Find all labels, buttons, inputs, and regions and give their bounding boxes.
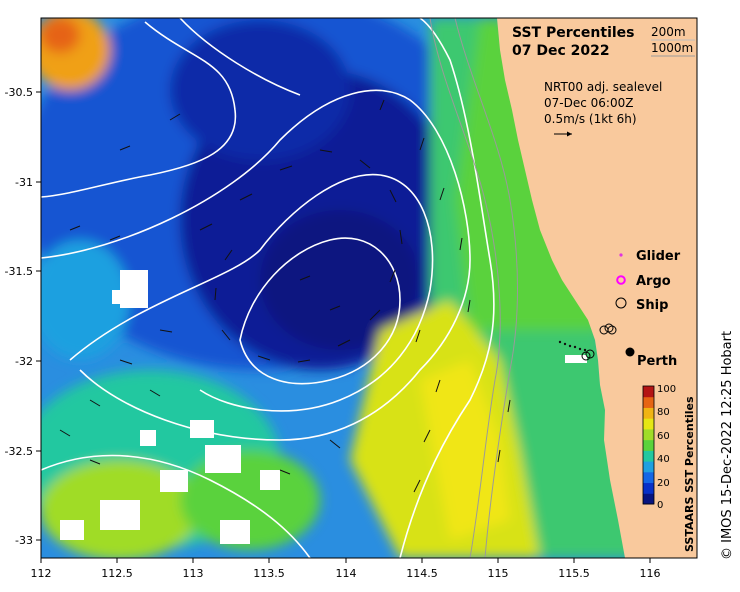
colorbar: 100 80 60 40 20 0 SSTAARS SST Percentile… bbox=[642, 384, 696, 552]
x-axis-labels: 112 112.5 113 113.5 114 114.5 115 115.5 … bbox=[31, 567, 661, 580]
sea-level-contours bbox=[41, 18, 495, 558]
colorbar-tick: 80 bbox=[657, 407, 670, 418]
isobath-label-200m: 200m bbox=[651, 25, 686, 39]
ship-positions bbox=[581, 323, 617, 361]
perth-label: Perth bbox=[637, 354, 677, 369]
colorbar-frame bbox=[642, 385, 655, 505]
y-tick-label: -32.5 bbox=[5, 445, 33, 458]
colorbar-tick: 0 bbox=[657, 500, 663, 511]
colorbar-segment bbox=[643, 493, 654, 505]
colorbar-segment bbox=[643, 418, 654, 430]
x-tick-label: 114 bbox=[336, 567, 357, 580]
colorbar-segments bbox=[643, 386, 654, 505]
y-tick-label: -32 bbox=[15, 355, 33, 368]
x-tick-label: 114.5 bbox=[406, 567, 438, 580]
colorbar-tick: 60 bbox=[657, 431, 670, 442]
x-tick-label: 115 bbox=[488, 567, 509, 580]
legend-argo-label: Argo bbox=[636, 274, 671, 289]
colorbar-tick: 100 bbox=[657, 384, 676, 395]
x-tick-label: 115.5 bbox=[558, 567, 590, 580]
x-tick-label: 112.5 bbox=[101, 567, 133, 580]
current-time: 07-Dec 06:00Z bbox=[544, 96, 633, 110]
current-source: NRT00 adj. sealevel bbox=[544, 80, 662, 94]
colorbar-segment bbox=[643, 439, 654, 451]
colorbar-segment bbox=[643, 428, 654, 441]
colorbar-title: SSTAARS SST Percentiles bbox=[683, 396, 696, 552]
colorbar-tick: 20 bbox=[657, 478, 670, 489]
legend-glider-label: Glider bbox=[636, 249, 681, 264]
colorbar-tick: 40 bbox=[657, 454, 670, 465]
isobath-label-1000m: 1000m bbox=[651, 41, 693, 55]
y-tick-label: -31 bbox=[15, 176, 33, 189]
x-tick-label: 116 bbox=[640, 567, 661, 580]
colorbar-segment bbox=[643, 471, 654, 484]
axis-tick-marks bbox=[36, 91, 651, 563]
cloud-mask bbox=[60, 270, 587, 544]
y-tick-label: -31.5 bbox=[5, 265, 33, 278]
scale-arrow-icon bbox=[554, 131, 572, 137]
colorbar-segment bbox=[643, 407, 654, 419]
colorbar-segment bbox=[643, 396, 654, 408]
argo-legend-icon bbox=[616, 275, 626, 285]
title-line2: 07 Dec 2022 bbox=[512, 43, 610, 59]
x-tick-label: 112 bbox=[31, 567, 52, 580]
y-tick-label: -33 bbox=[15, 534, 33, 547]
perth-marker bbox=[625, 347, 635, 357]
colorbar-segment bbox=[643, 386, 654, 398]
title-line1: SST Percentiles bbox=[512, 25, 635, 41]
plot-frame bbox=[40, 17, 698, 559]
x-tick-label: 113 bbox=[183, 567, 204, 580]
current-vectors bbox=[59, 99, 511, 493]
y-tick-label: -30.5 bbox=[5, 86, 33, 99]
glider-track bbox=[558, 340, 587, 352]
glider-legend-icon bbox=[619, 253, 623, 257]
ship-legend-icon bbox=[615, 297, 627, 309]
colorbar-segment bbox=[643, 461, 654, 473]
credit-text: © IMOS 15-Dec-2022 12:25 Hobart bbox=[720, 331, 735, 560]
current-scale: 0.5m/s (1kt 6h) bbox=[544, 112, 637, 126]
marker-legend: Glider Argo Ship bbox=[615, 249, 681, 313]
isobaths bbox=[429, 18, 518, 558]
colorbar-segment bbox=[643, 482, 654, 494]
colorbar-segment bbox=[643, 450, 654, 462]
y-axis-labels: -30.5 -31 -31.5 -32 -32.5 -33 bbox=[5, 86, 33, 547]
legend-ship-label: Ship bbox=[636, 298, 668, 313]
sst-percentile-field bbox=[41, 18, 697, 558]
x-tick-label: 113.5 bbox=[253, 567, 285, 580]
